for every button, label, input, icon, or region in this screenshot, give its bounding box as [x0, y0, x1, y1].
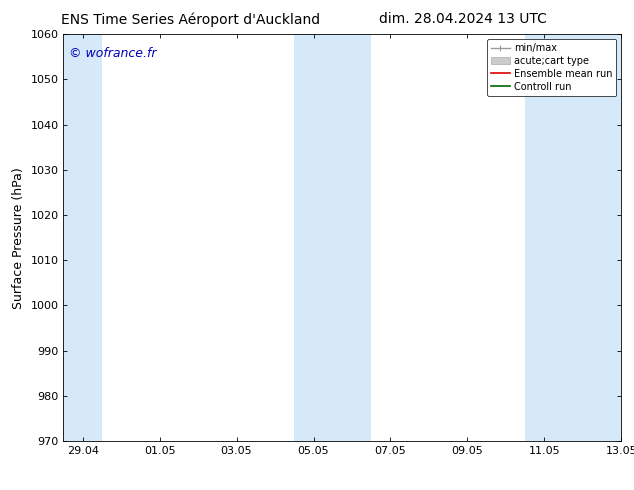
- Legend: min/max, acute;cart type, Ensemble mean run, Controll run: min/max, acute;cart type, Ensemble mean …: [487, 39, 616, 96]
- Bar: [525, 34, 634, 441]
- Text: ENS Time Series Aéroport d'Auckland: ENS Time Series Aéroport d'Auckland: [61, 12, 320, 27]
- Bar: [63, 34, 102, 441]
- Bar: [294, 34, 372, 441]
- Text: dim. 28.04.2024 13 UTC: dim. 28.04.2024 13 UTC: [379, 12, 547, 26]
- Y-axis label: Surface Pressure (hPa): Surface Pressure (hPa): [12, 167, 25, 309]
- Text: © wofrance.fr: © wofrance.fr: [69, 47, 157, 59]
